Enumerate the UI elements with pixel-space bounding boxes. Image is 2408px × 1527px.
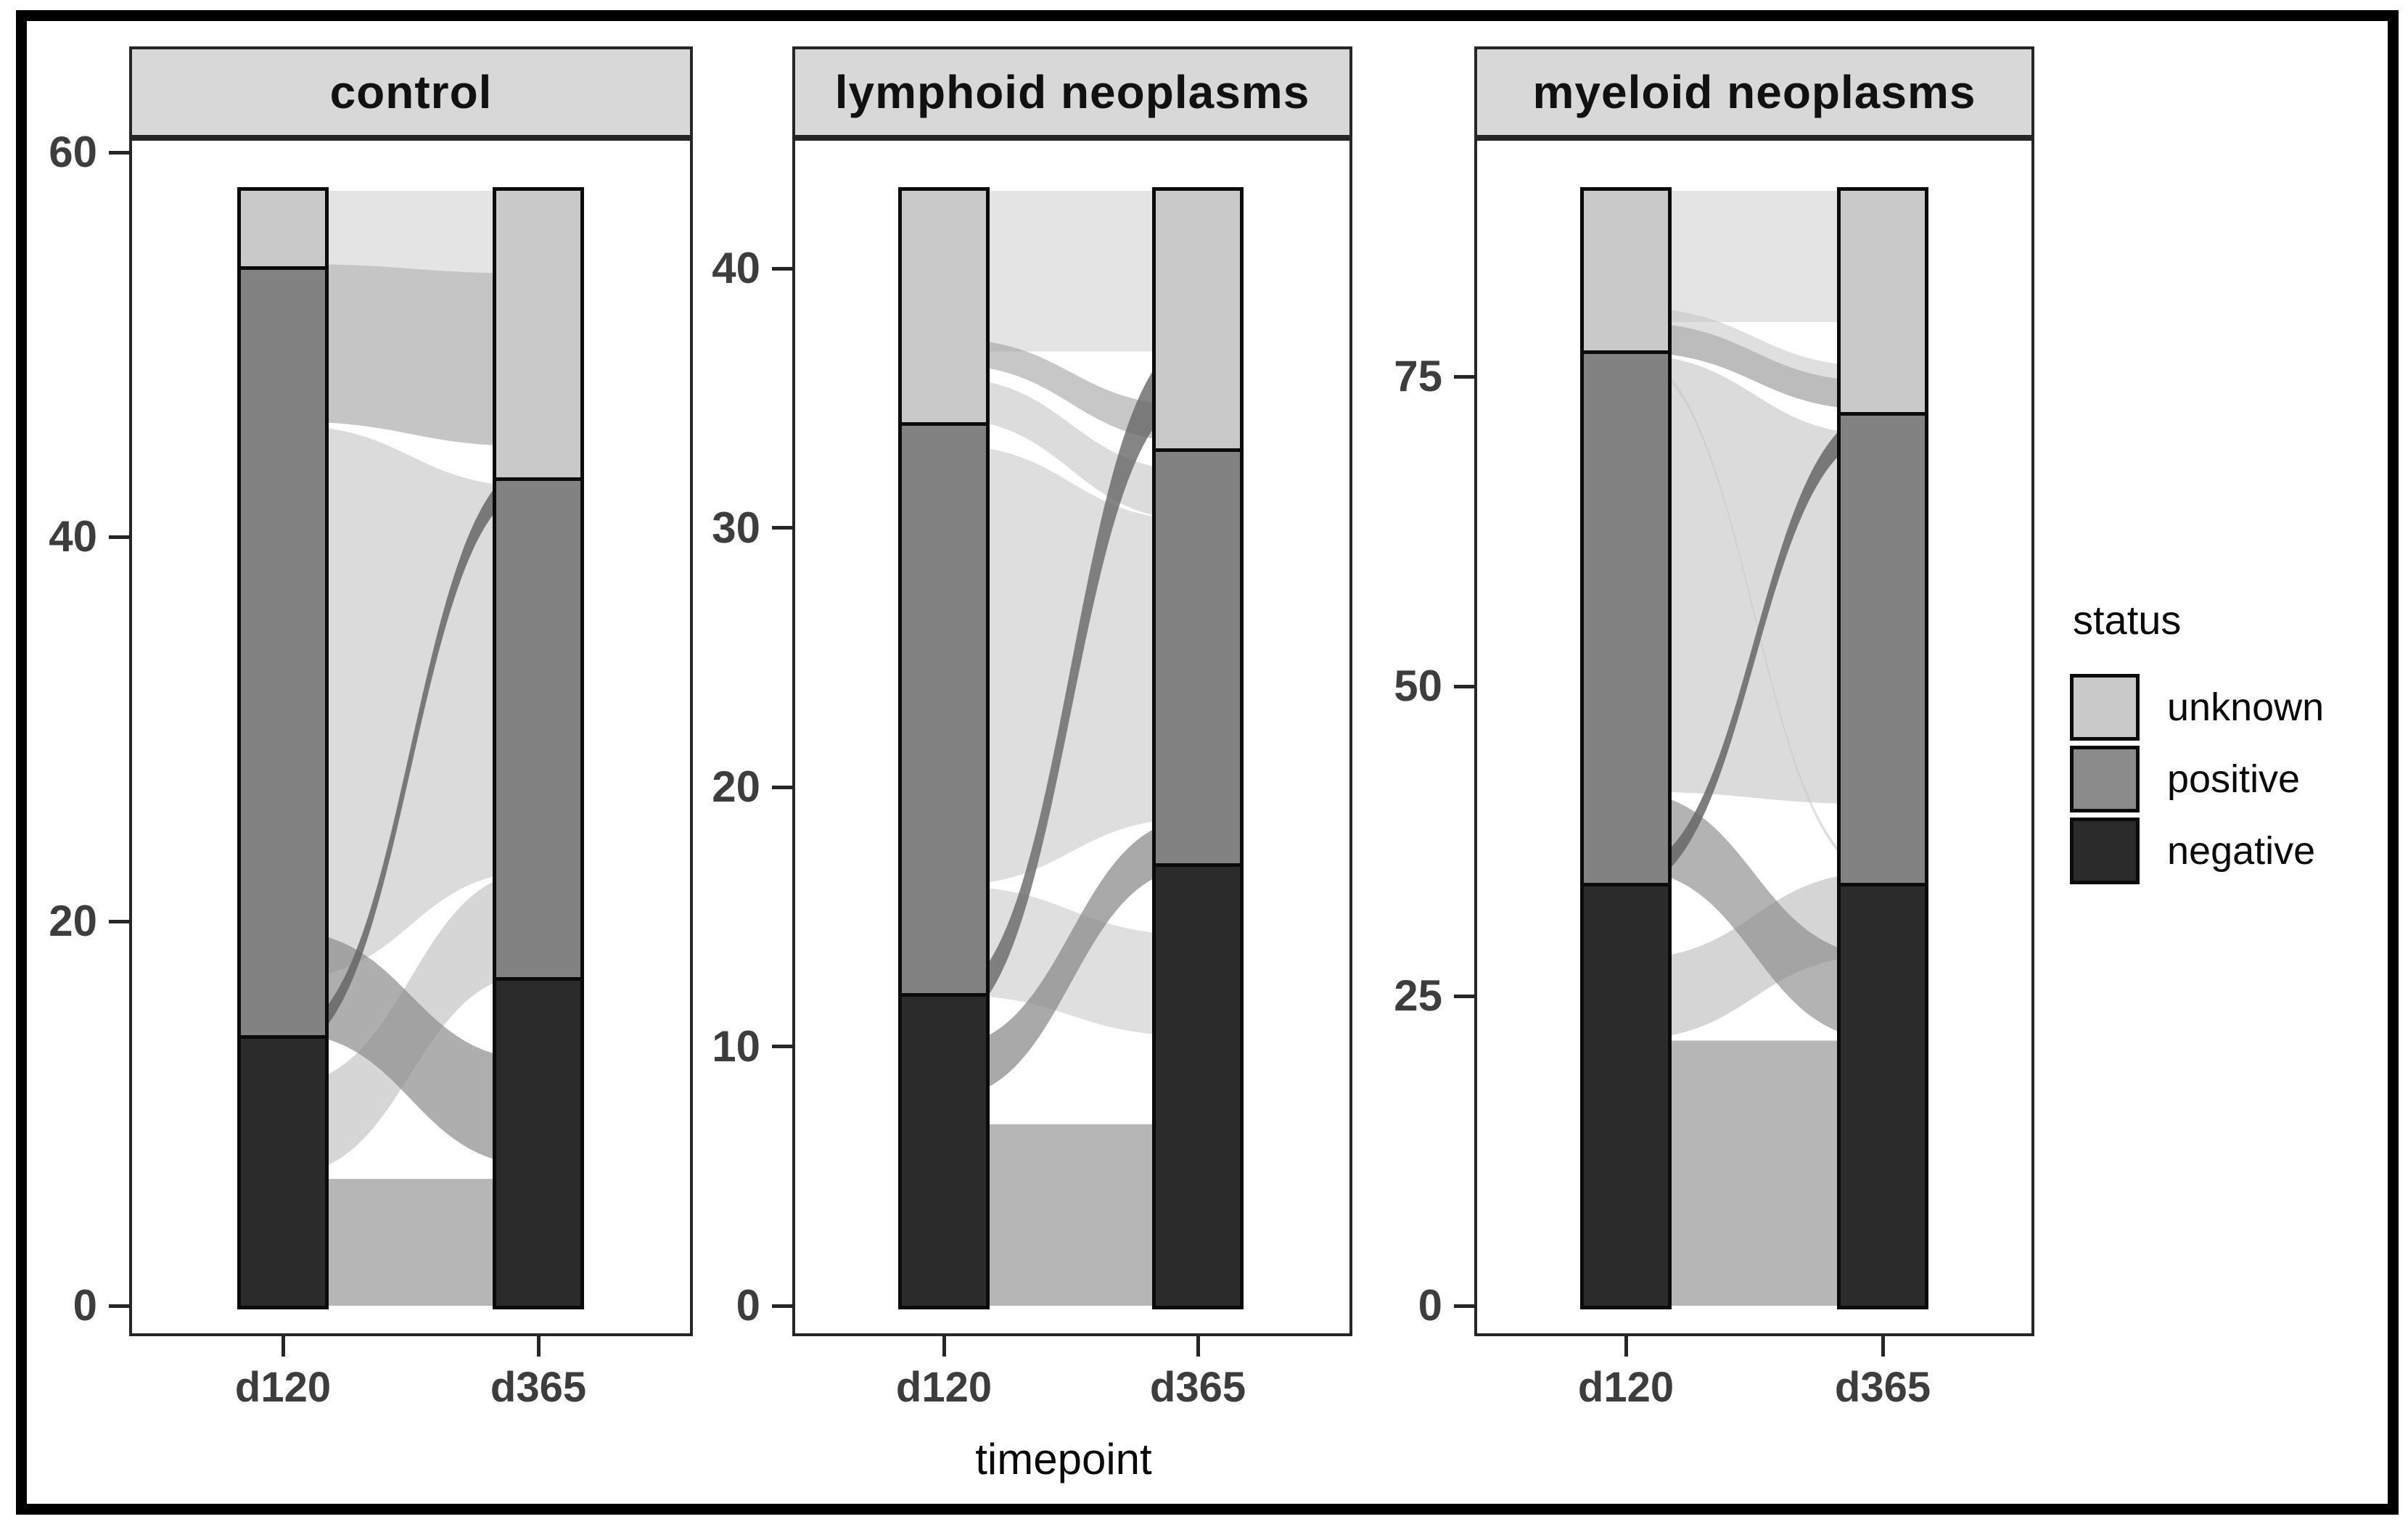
y-tick-label: 40 bbox=[49, 512, 97, 561]
x-tick-label-d365: d365 bbox=[1834, 1364, 1931, 1411]
legend-key-negative-swatch bbox=[2070, 818, 2140, 884]
legend-entry-positive: positive bbox=[2070, 746, 2396, 812]
x-tick-mark bbox=[942, 1336, 946, 1357]
bar-segment-unknown bbox=[1841, 191, 1925, 414]
segment-divider bbox=[241, 1034, 325, 1039]
bar-segment-positive bbox=[241, 268, 325, 1037]
bar-segment-unknown bbox=[1584, 191, 1668, 352]
x-tick-label-d120: d120 bbox=[895, 1364, 993, 1411]
bar-segment-negative bbox=[241, 1037, 325, 1306]
stacked-bar-d120 bbox=[1580, 187, 1672, 1309]
segment-divider bbox=[1584, 350, 1668, 354]
legend-title: status bbox=[2073, 597, 2182, 643]
legend-entry-unknown: unknown bbox=[2070, 674, 2396, 741]
x-tick-mark bbox=[1881, 1336, 1885, 1357]
bar-segment-positive bbox=[1584, 352, 1668, 885]
y-tick-label: 20 bbox=[49, 897, 97, 945]
bar-segment-positive bbox=[1156, 450, 1240, 865]
facet-strip-2: lymphoid neoplasms bbox=[792, 46, 1352, 138]
y-tick-label: 0 bbox=[736, 1281, 760, 1330]
y-tick-label: 50 bbox=[1394, 662, 1442, 711]
x-tick-label-d365: d365 bbox=[490, 1364, 587, 1411]
segment-divider bbox=[1156, 448, 1240, 452]
x-tick-label-d365: d365 bbox=[1149, 1364, 1246, 1411]
legend-entry-negative: negative bbox=[2070, 818, 2396, 884]
bar-segment-negative bbox=[1156, 865, 1240, 1306]
segment-divider bbox=[1584, 882, 1668, 886]
facet-panel-2 bbox=[792, 138, 1352, 1336]
bar-segment-negative bbox=[902, 995, 986, 1306]
bar-segment-unknown bbox=[496, 191, 580, 479]
y-tick-mark bbox=[772, 1045, 792, 1049]
bar-segment-negative bbox=[1841, 884, 1925, 1306]
segment-divider bbox=[496, 477, 580, 481]
x-tick-mark bbox=[537, 1336, 541, 1357]
legend-key-positive-swatch bbox=[2070, 746, 2140, 812]
segment-divider bbox=[902, 992, 986, 997]
segment-divider bbox=[1841, 411, 1925, 416]
y-tick-mark bbox=[1454, 1304, 1474, 1308]
segment-divider bbox=[1841, 882, 1925, 886]
y-tick-mark bbox=[109, 150, 129, 155]
bar-segment-positive bbox=[1841, 413, 1925, 885]
segment-divider bbox=[1156, 863, 1240, 867]
bar-segment-positive bbox=[496, 479, 580, 979]
y-tick-label: 60 bbox=[49, 128, 97, 176]
x-tick-label-d120: d120 bbox=[234, 1364, 332, 1411]
bar-segment-unknown bbox=[902, 191, 986, 424]
stacked-bar-d120 bbox=[237, 187, 329, 1309]
facet-title: control bbox=[329, 66, 493, 118]
legend-label: unknown bbox=[2167, 686, 2325, 729]
bar-segment-positive bbox=[902, 424, 986, 995]
y-tick-label: 75 bbox=[1394, 352, 1442, 401]
stacked-bar-d365 bbox=[1152, 187, 1244, 1309]
y-tick-label: 20 bbox=[712, 762, 760, 812]
y-tick-mark bbox=[1454, 994, 1474, 998]
y-tick-label: 0 bbox=[1418, 1281, 1442, 1330]
facet-title: lymphoid neoplasms bbox=[834, 66, 1310, 118]
x-tick-mark bbox=[1196, 1336, 1200, 1357]
stacked-bar-d365 bbox=[493, 187, 584, 1309]
facet-strip-1: control bbox=[129, 46, 693, 138]
facet-strip-3: myeloid neoplasms bbox=[1474, 46, 2034, 138]
x-tick-mark bbox=[282, 1336, 285, 1357]
legend-key-unknown-swatch bbox=[2070, 674, 2140, 741]
bar-segment-negative bbox=[496, 979, 580, 1306]
y-tick-mark bbox=[109, 1304, 129, 1308]
segment-divider bbox=[241, 266, 325, 270]
facet-panel-1 bbox=[129, 138, 693, 1336]
legend-label: positive bbox=[2167, 757, 2301, 801]
y-tick-mark bbox=[109, 535, 129, 539]
y-tick-label: 30 bbox=[712, 503, 760, 552]
segment-divider bbox=[902, 422, 986, 427]
y-tick-mark bbox=[772, 526, 792, 530]
facet-title: myeloid neoplasms bbox=[1532, 66, 1976, 118]
y-tick-mark bbox=[772, 1304, 792, 1308]
legend: status unknown positive negative bbox=[2070, 596, 2396, 889]
bar-segment-negative bbox=[1584, 884, 1668, 1306]
stacked-bar-d365 bbox=[1837, 187, 1928, 1309]
y-tick-mark bbox=[1454, 684, 1474, 688]
y-tick-mark bbox=[772, 266, 792, 271]
y-tick-mark bbox=[1454, 374, 1474, 379]
y-tick-mark bbox=[109, 919, 129, 923]
y-tick-label: 10 bbox=[712, 1021, 760, 1071]
y-tick-label: 40 bbox=[712, 244, 760, 293]
y-tick-label: 0 bbox=[73, 1281, 97, 1330]
stacked-bar-d120 bbox=[898, 187, 990, 1309]
x-tick-mark bbox=[1624, 1336, 1628, 1357]
bar-segment-unknown bbox=[1156, 191, 1240, 450]
y-tick-label: 25 bbox=[1394, 971, 1442, 1021]
bar-segment-unknown bbox=[241, 191, 325, 268]
x-axis-title: timepoint bbox=[975, 1435, 1152, 1483]
y-tick-mark bbox=[772, 785, 792, 789]
legend-label: negative bbox=[2167, 829, 2316, 873]
x-tick-label-d120: d120 bbox=[1577, 1364, 1674, 1411]
segment-divider bbox=[496, 977, 580, 981]
facet-panel-3 bbox=[1474, 138, 2034, 1336]
